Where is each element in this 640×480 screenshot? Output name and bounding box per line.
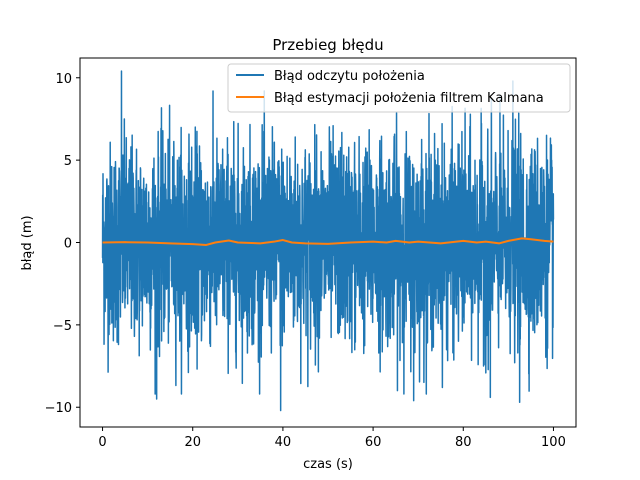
legend-label-measurement: Błąd odczytu położenia xyxy=(274,69,425,84)
x-axis: 0 20 40 60 80 100 xyxy=(98,427,566,450)
x-axis-title: czas (s) xyxy=(303,457,353,472)
x-tick-label: 20 xyxy=(184,435,201,450)
legend-box xyxy=(227,63,571,113)
y-tick-label: 5 xyxy=(64,154,72,169)
y-axis-title: błąd (m) xyxy=(20,215,35,270)
legend: Błąd odczytu położenia Błąd estymacji po… xyxy=(227,63,571,113)
chart-title: Przebieg błędu xyxy=(272,36,383,54)
y-tick-label: −10 xyxy=(45,401,72,416)
x-tick-label: 0 xyxy=(98,435,106,450)
series-kalman-estimate-line xyxy=(102,237,554,246)
x-tick-label: 60 xyxy=(365,435,382,450)
y-tick-label: 0 xyxy=(64,237,72,252)
y-tick-label: 10 xyxy=(55,72,72,87)
x-tick-label: 100 xyxy=(541,435,566,450)
y-tick-label: −5 xyxy=(53,319,72,334)
legend-label-kalman: Błąd estymacji położenia filtrem Kalmana xyxy=(274,91,544,106)
x-tick-label: 80 xyxy=(455,435,472,450)
series-measurement-error-line xyxy=(101,70,555,412)
y-axis: −10 −5 0 5 10 xyxy=(45,72,80,416)
x-tick-label: 40 xyxy=(275,435,292,450)
